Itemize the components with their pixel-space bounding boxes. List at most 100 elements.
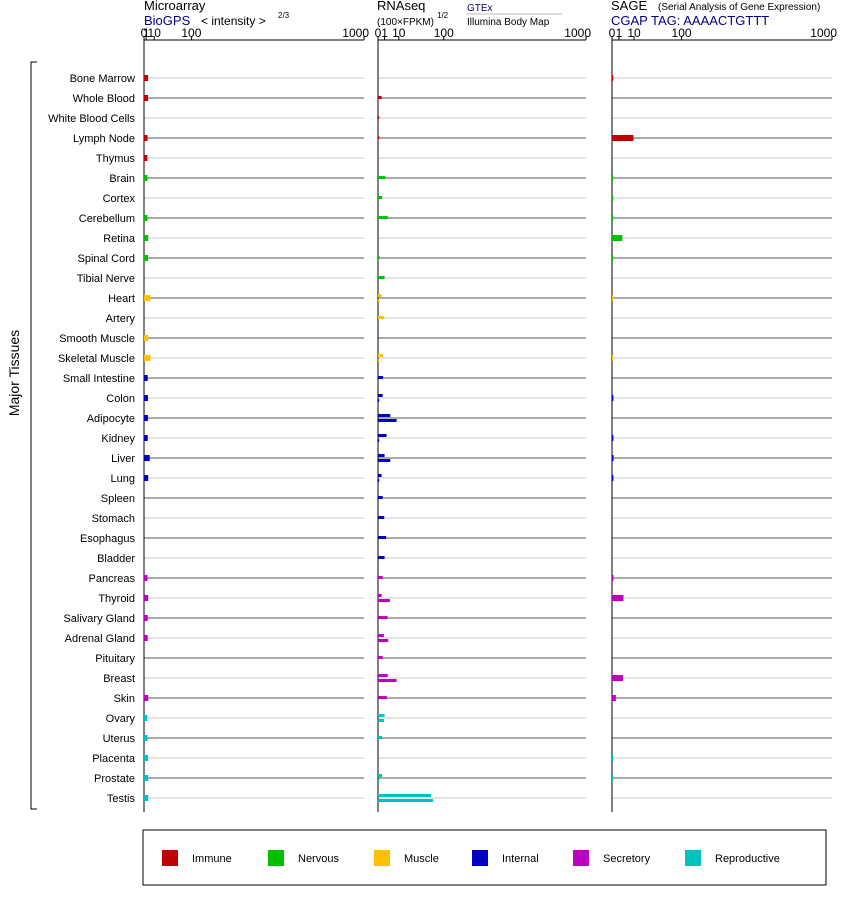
legend-label: Internal bbox=[502, 853, 539, 865]
rnaseq-gtex-bar bbox=[378, 674, 388, 677]
legend-swatch bbox=[268, 850, 284, 866]
microarray-bar bbox=[144, 575, 148, 581]
tissue-label: Prostate bbox=[94, 773, 135, 785]
microarray-tick-label: 0 bbox=[141, 26, 148, 40]
sage-bar bbox=[612, 595, 624, 601]
legend-swatch bbox=[162, 850, 178, 866]
microarray-bar bbox=[144, 215, 148, 221]
microarray-bar bbox=[144, 395, 148, 401]
rnaseq-gtex-bar bbox=[378, 536, 387, 539]
rnaseq-gtex-bar bbox=[378, 354, 384, 357]
microarray-title: Microarray bbox=[144, 0, 206, 13]
tissue-label: Lymph Node bbox=[73, 133, 135, 145]
legend-swatch bbox=[374, 850, 390, 866]
legend-swatch bbox=[472, 850, 488, 866]
sage-bar bbox=[612, 455, 614, 461]
legend-label: Immune bbox=[192, 853, 232, 865]
microarray-bar bbox=[144, 795, 149, 801]
rnaseq-gtex-bar bbox=[378, 616, 388, 619]
rnaseq-gtex-bar bbox=[378, 496, 383, 499]
microarray-source-link[interactable]: BioGPS bbox=[144, 13, 191, 28]
legend-label: Nervous bbox=[298, 853, 339, 865]
rnaseq-gtex-bar bbox=[378, 136, 380, 139]
rnaseq-gtex-bar bbox=[378, 256, 380, 259]
microarray-bar bbox=[144, 615, 148, 621]
microarray-bar bbox=[144, 415, 148, 421]
sage-bar bbox=[612, 475, 614, 481]
microarray-tick-label: 1 bbox=[143, 26, 150, 40]
rnaseq-gtex-bar bbox=[378, 794, 432, 797]
sage-tick-label: 10 bbox=[627, 26, 641, 40]
sage-tick-label: 1 bbox=[616, 26, 623, 40]
tissue-label: Skin bbox=[114, 693, 135, 705]
rnaseq-title: RNAseq bbox=[377, 0, 425, 13]
rnaseq-gtex-bar bbox=[378, 414, 391, 417]
major-tissues-bracket bbox=[30, 61, 37, 810]
sage-bar bbox=[612, 695, 616, 701]
expression-bars bbox=[144, 75, 634, 802]
rnaseq-gtex-bar bbox=[378, 556, 385, 559]
sage-bar bbox=[612, 75, 614, 81]
tissue-label: Adrenal Gland bbox=[65, 633, 135, 645]
microarray-bar bbox=[144, 95, 149, 101]
rnaseq-gtex-bar bbox=[378, 196, 383, 199]
rnaseq-ibm-bar bbox=[378, 439, 380, 442]
sage-tick-label: 0 bbox=[609, 26, 616, 40]
tissue-label: Liver bbox=[111, 453, 135, 465]
rnaseq-scale-label: (100×FPKM) bbox=[377, 17, 434, 28]
microarray-tick-label: 100 bbox=[181, 26, 201, 40]
tissue-label: Thyroid bbox=[98, 593, 135, 605]
rnaseq-gtex-bar bbox=[378, 176, 386, 179]
rnaseq-ibm-bar bbox=[378, 459, 391, 462]
sage-bar bbox=[612, 775, 614, 781]
microarray-bar bbox=[144, 375, 148, 381]
microarray-scale-label: < intensity > bbox=[201, 14, 266, 28]
rnaseq-ibm-bar bbox=[378, 299, 380, 302]
microarray-bar bbox=[144, 155, 148, 161]
rnaseq-gtex-bar bbox=[378, 216, 388, 219]
rnaseq-gtex-bar bbox=[378, 714, 385, 717]
legend-swatch bbox=[573, 850, 589, 866]
microarray-bar bbox=[144, 595, 149, 601]
row-gridlines bbox=[144, 77, 832, 799]
rnaseq-gtex-bar bbox=[378, 394, 383, 397]
tissue-label: Small Intestine bbox=[63, 373, 135, 385]
tissue-label: Lung bbox=[111, 473, 135, 485]
sage-bar bbox=[612, 755, 614, 761]
tissue-label: Ovary bbox=[106, 713, 136, 725]
microarray-bar bbox=[144, 355, 151, 361]
rnaseq-source-ibm[interactable]: Illumina Body Map bbox=[467, 17, 550, 28]
sage-title-note: (Serial Analysis of Gene Expression) bbox=[658, 2, 820, 13]
microarray-bar bbox=[144, 455, 150, 461]
tissue-label: Bladder bbox=[97, 553, 135, 565]
tissue-label: Smooth Muscle bbox=[59, 333, 135, 345]
major-tissues-label: Major Tissues bbox=[6, 330, 22, 416]
tissue-label: Adipocyte bbox=[87, 413, 135, 425]
microarray-bar bbox=[144, 255, 149, 261]
rnaseq-ibm-bar bbox=[378, 799, 434, 802]
tissue-label: Kidney bbox=[101, 433, 135, 445]
tissue-label: Colon bbox=[106, 393, 135, 405]
legend-label: Reproductive bbox=[715, 853, 780, 865]
legend-label: Muscle bbox=[404, 853, 439, 865]
rnaseq-ibm-bar bbox=[378, 359, 380, 362]
rnaseq-gtex-bar bbox=[378, 576, 383, 579]
sage-tag-link[interactable]: CGAP TAG: AAAACTGTTT bbox=[611, 13, 769, 28]
microarray-bar bbox=[144, 175, 148, 181]
tissue-label: Esophagus bbox=[80, 533, 136, 545]
sage-bar bbox=[612, 675, 623, 681]
tissue-label: Uterus bbox=[103, 733, 136, 745]
rnaseq-gtex-bar bbox=[378, 376, 384, 379]
rnaseq-gtex-bar bbox=[378, 656, 383, 659]
tissue-label: Pituitary bbox=[95, 653, 135, 665]
rnaseq-scale-exponent: 1/2 bbox=[437, 11, 449, 20]
tissue-label: Thymus bbox=[96, 153, 136, 165]
tissue-label: Cortex bbox=[103, 193, 136, 205]
tissue-label: Pancreas bbox=[89, 573, 136, 585]
tissue-label: Salivary Gland bbox=[63, 613, 135, 625]
rnaseq-source-gtex[interactable]: GTEx bbox=[467, 3, 493, 14]
microarray-bar bbox=[144, 755, 148, 761]
sage-bar bbox=[612, 575, 614, 581]
tissue-labels: Bone Marrow Whole Blood White Blood Cells L… bbox=[48, 73, 136, 805]
